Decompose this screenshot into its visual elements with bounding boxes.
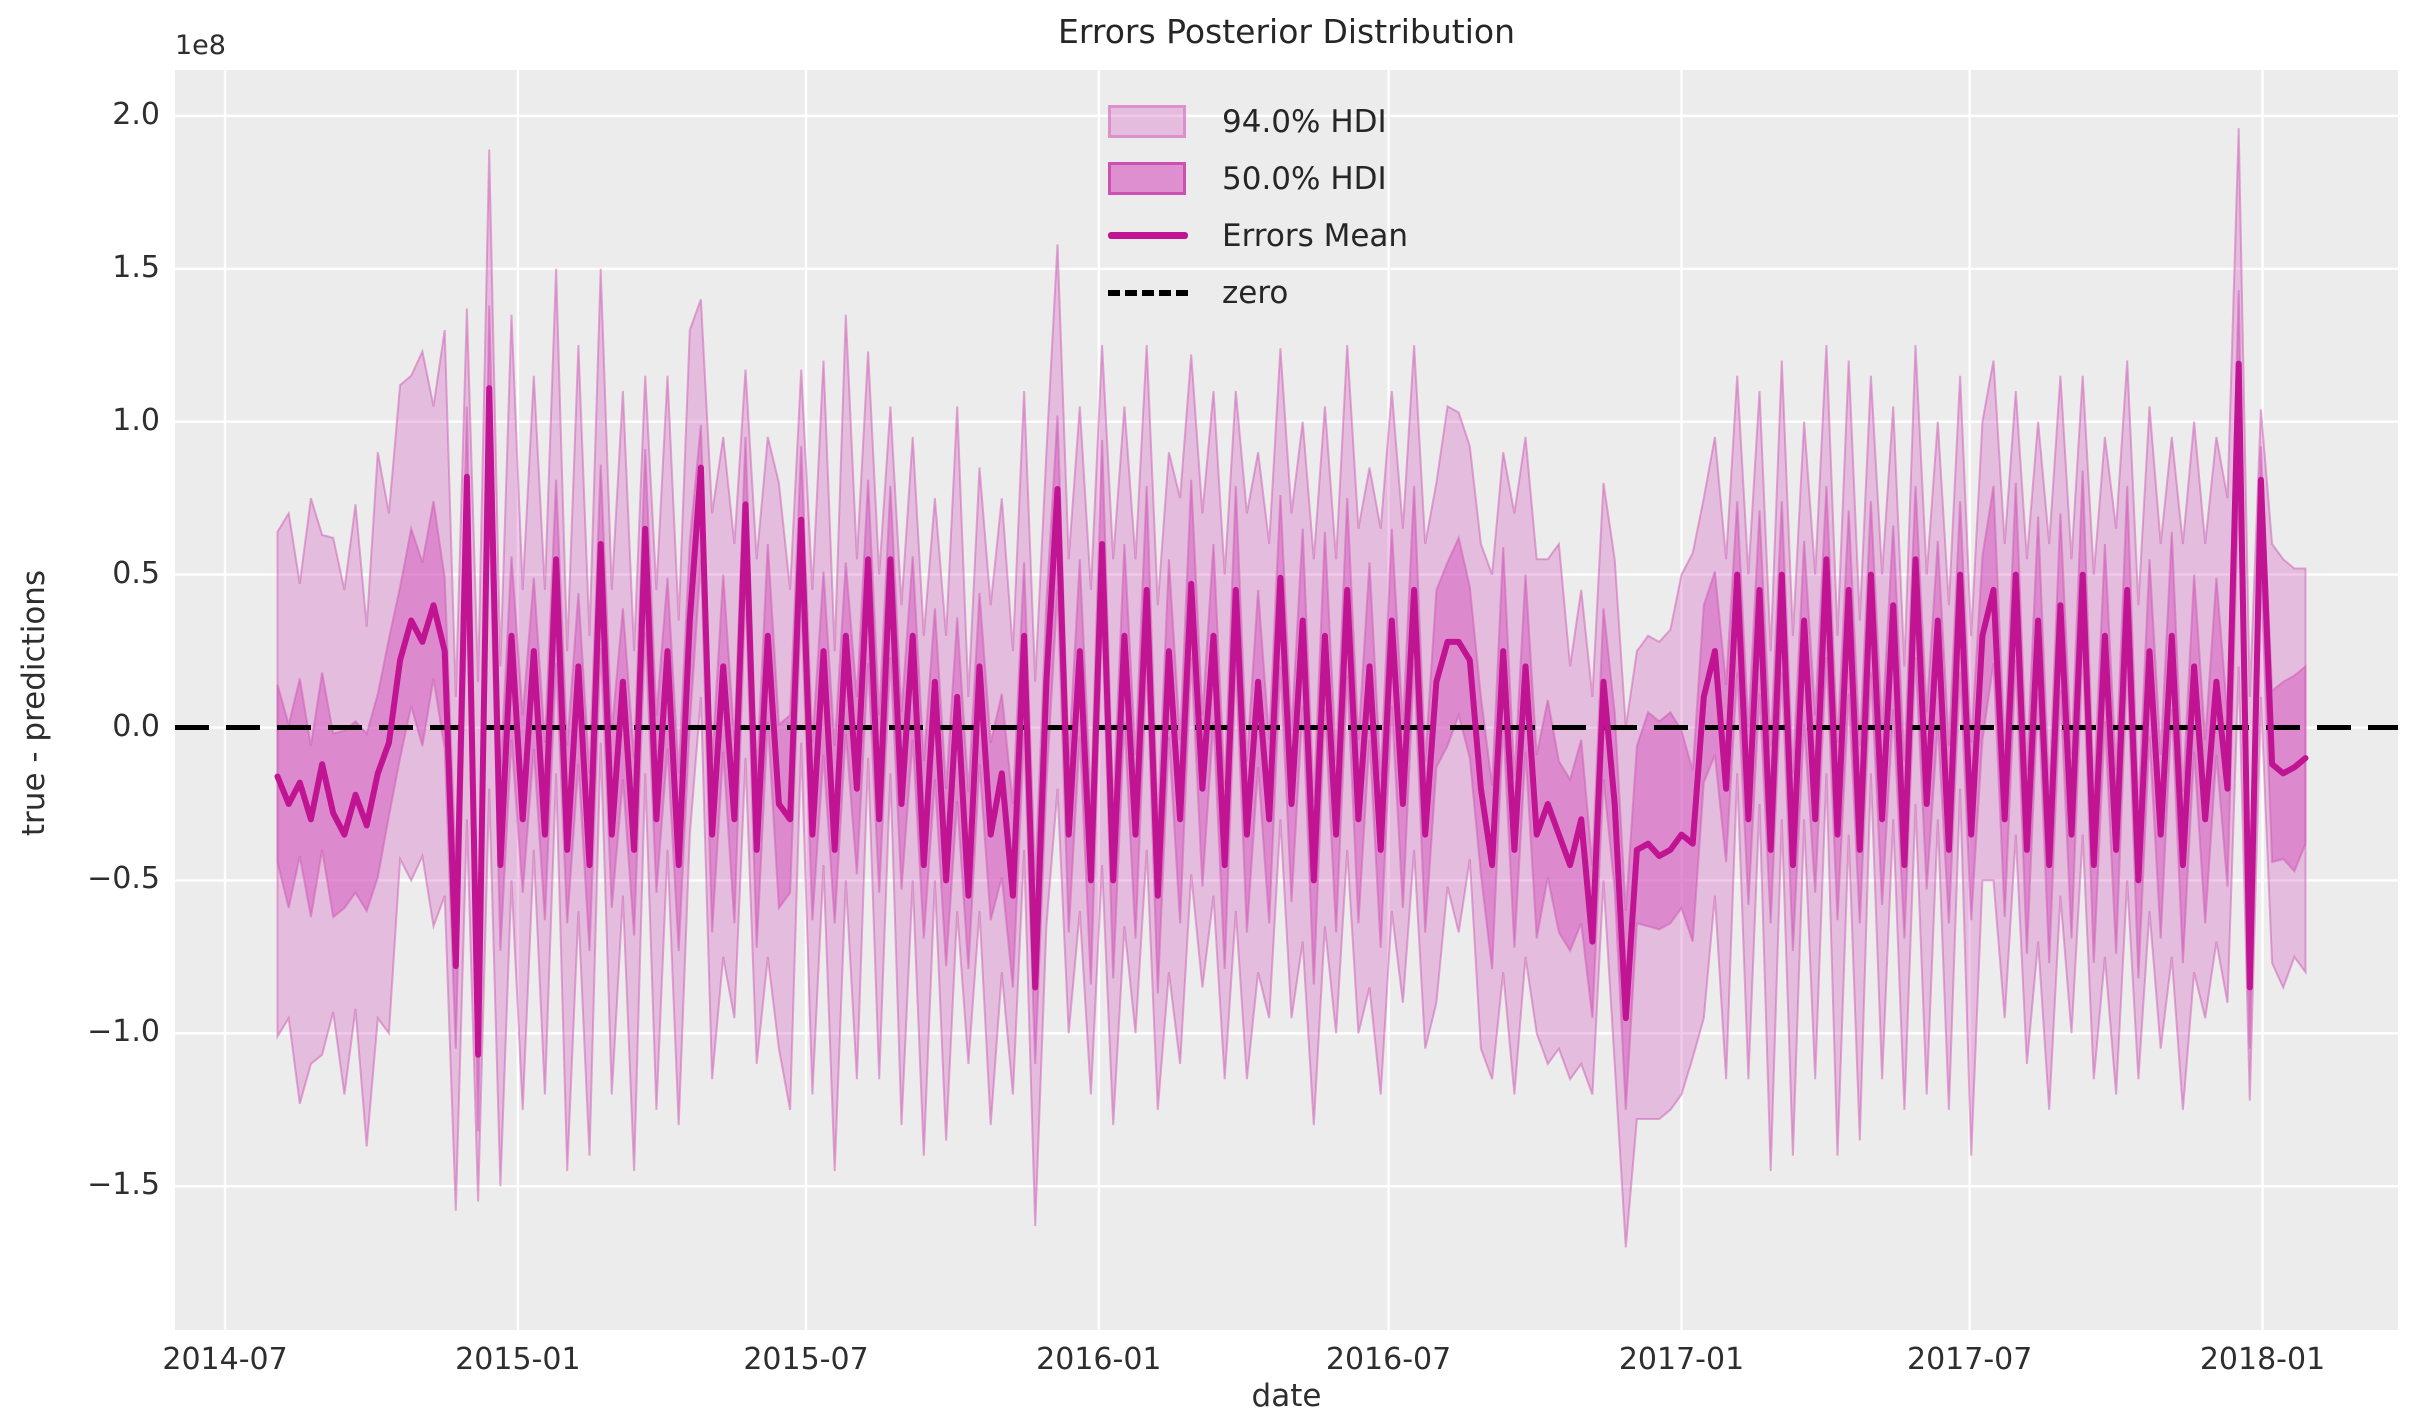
- y-tick-label: 2.0: [112, 96, 160, 132]
- x-tick-label: 2017-01: [1618, 1342, 1745, 1377]
- y-tick-label: 0.5: [112, 555, 160, 591]
- x-tick-label: 2014-07: [162, 1342, 288, 1377]
- x-tick-label: 2015-01: [455, 1342, 581, 1377]
- legend-item: zero: [1108, 264, 1408, 321]
- x-tick-label: 2015-07: [743, 1342, 869, 1377]
- y-tick-label: 1.0: [112, 402, 160, 438]
- hdi94-swatch: [1108, 105, 1186, 138]
- y-tick-label: −1.0: [87, 1014, 160, 1050]
- mean-line-swatch: [1108, 232, 1188, 239]
- y-axis-offset-label: 1e8: [175, 30, 226, 61]
- y-tick-label: −1.5: [87, 1167, 160, 1203]
- legend-item: Errors Mean: [1108, 207, 1408, 264]
- legend-label: Errors Mean: [1222, 217, 1409, 254]
- y-tick-label: 1.5: [112, 249, 160, 285]
- chart-title: Errors Posterior Distribution: [1058, 12, 1515, 51]
- x-tick-label: 2016-01: [1036, 1342, 1162, 1377]
- y-tick-label: 0.0: [112, 708, 160, 744]
- legend-label: 50.0% HDI: [1222, 160, 1387, 197]
- y-tick-label: −0.5: [87, 861, 160, 897]
- hdi94-band: [276, 128, 2307, 1248]
- legend-label: zero: [1222, 274, 1289, 311]
- legend-item: 50.0% HDI: [1108, 150, 1408, 207]
- hdi50-swatch: [1108, 162, 1186, 195]
- x-tick-label: 2016-07: [1325, 1342, 1452, 1377]
- grid-lines: [175, 70, 2398, 1330]
- y-axis-label: true - predictions: [16, 569, 52, 836]
- zero-line-swatch: [1108, 289, 1188, 296]
- errors-mean-line: [274, 360, 2309, 1058]
- x-tick-label: 2018-01: [2199, 1342, 2326, 1377]
- x-tick-label: 2017-07: [1906, 1342, 2033, 1377]
- legend-item: 94.0% HDI: [1108, 93, 1408, 150]
- legend: 94.0% HDI 50.0% HDI Errors Mean zero: [1108, 93, 1408, 321]
- legend-label: 94.0% HDI: [1222, 103, 1387, 140]
- x-axis-label: date: [1251, 1378, 1322, 1414]
